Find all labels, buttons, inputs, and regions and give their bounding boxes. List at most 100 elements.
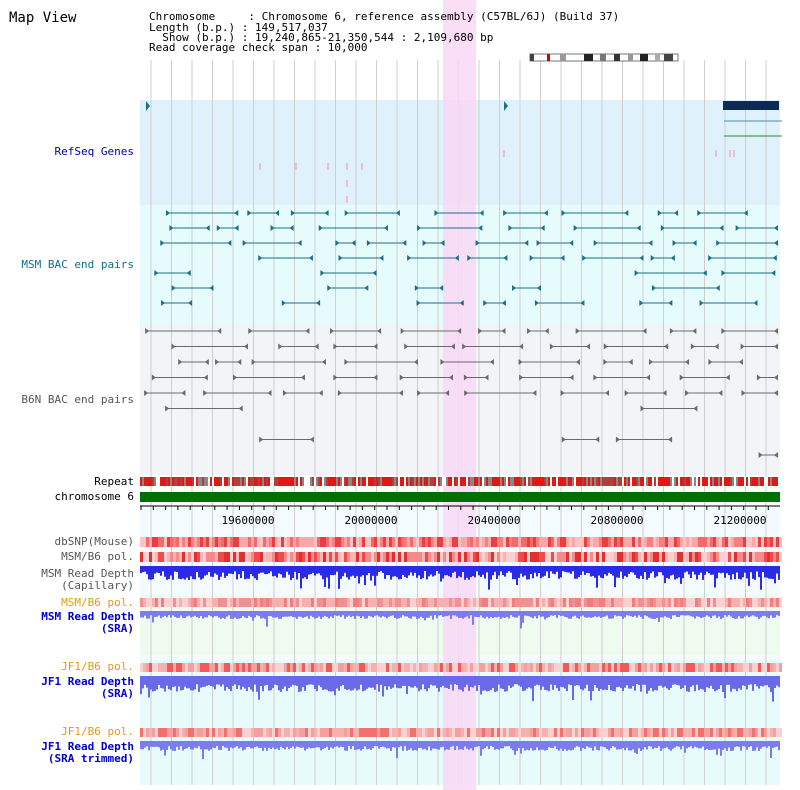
depth-bar <box>254 741 256 748</box>
heat-strip-cell <box>239 598 242 607</box>
heat-strip-cell <box>662 663 665 672</box>
repeat-segment <box>282 477 284 486</box>
heat-strip-cell <box>278 598 281 607</box>
track-label-dbsnp[interactable]: dbSNP(Mouse) <box>54 535 134 548</box>
depth-bar <box>326 676 328 690</box>
heat-strip-cell <box>266 598 269 607</box>
depth-bar <box>410 566 412 573</box>
heat-strip-cell <box>764 598 767 607</box>
heat-strip-cell <box>167 598 170 607</box>
depth-bar <box>398 676 400 689</box>
track-label-b6n-bac[interactable]: B6N BAC end pairs <box>21 393 134 406</box>
track-label-msmb6-pol-2[interactable]: MSM/B6 pol. <box>61 596 134 609</box>
repeat-segment <box>524 477 526 486</box>
repeat-segment <box>376 477 378 486</box>
depth-bar <box>532 566 534 579</box>
bac-end <box>702 270 707 276</box>
depth-bar <box>382 741 384 747</box>
repeat-segment <box>556 477 558 486</box>
repeat-segment <box>466 477 468 486</box>
heat-strip-cell <box>413 537 416 547</box>
depth-bar <box>512 611 514 617</box>
heat-strip-cell <box>224 728 227 737</box>
heat-strip-cell <box>434 663 437 672</box>
bac-end <box>320 270 325 276</box>
depth-bar <box>170 611 172 618</box>
track-label-jf1-depth-sra[interactable]: JF1 Read Depth <box>41 675 134 688</box>
bac-end <box>440 240 445 246</box>
bac-end <box>639 300 644 306</box>
axis-tick-label: 20400000 <box>467 514 521 527</box>
repeat-segment <box>258 477 260 486</box>
heat-strip-cell <box>332 598 335 607</box>
depth-bar <box>646 741 648 750</box>
bac-end <box>708 359 713 365</box>
heat-strip-cell <box>407 598 410 607</box>
ideogram-band <box>640 54 648 61</box>
depth-bar <box>608 741 610 751</box>
heat-strip-cell <box>653 552 656 562</box>
heat-strip-cell <box>326 552 329 562</box>
repeat-segment <box>662 477 664 486</box>
depth-bar <box>548 566 550 579</box>
heat-strip-cell <box>365 598 368 607</box>
heat-strip-cell <box>149 663 152 672</box>
depth-bar <box>672 741 674 749</box>
depth-bar <box>730 676 732 692</box>
repeat-segment <box>176 477 178 486</box>
heat-strip-cell <box>536 663 539 672</box>
depth-bar <box>420 741 422 748</box>
heat-strip-cell <box>167 537 170 547</box>
depth-bar <box>172 566 174 580</box>
heat-strip-cell <box>755 552 758 562</box>
bac-end <box>329 328 334 334</box>
heat-strip-cell <box>683 537 686 547</box>
heat-strip-cell <box>290 537 293 547</box>
bac-end <box>178 359 183 365</box>
heat-strip-cell <box>710 552 713 562</box>
heat-strip-cell <box>461 663 464 672</box>
track-label-msm-bac[interactable]: MSM BAC end pairs <box>21 258 134 271</box>
heat-strip-cell <box>602 537 605 547</box>
heat-strip-cell <box>611 663 614 672</box>
track-label-msm-depth-cap[interactable]: MSM Read Depth <box>41 567 134 580</box>
bac-end <box>532 390 537 396</box>
depth-bar <box>210 611 212 617</box>
repeat-segment <box>404 477 406 486</box>
repeat-segment <box>270 477 272 486</box>
track-label-jf1-depth-trim[interactable]: JF1 Read Depth <box>41 740 134 753</box>
heat-strip-cell <box>761 552 764 562</box>
repeat-segment <box>688 477 690 486</box>
track-label-msm-depth-sra[interactable]: MSM Read Depth <box>41 610 134 623</box>
heat-strip-cell <box>677 537 680 547</box>
heat-strip-cell <box>212 552 215 562</box>
heat-strip-cell <box>233 598 236 607</box>
heat-strip-cell <box>722 537 725 547</box>
depth-bar <box>660 611 662 618</box>
heat-strip-cell <box>776 537 779 547</box>
heat-strip-cell <box>665 537 668 547</box>
heat-strip-cell <box>518 728 521 737</box>
heat-strip-cell <box>440 537 443 547</box>
depth-bar <box>500 611 502 619</box>
track-label-msm-depth-cap-sub: (Capillary) <box>61 579 134 592</box>
depth-bar <box>270 741 272 749</box>
depth-bar <box>352 566 354 576</box>
depth-bar <box>182 676 184 690</box>
repeat-segment <box>246 477 248 486</box>
heat-strip-cell <box>299 728 302 737</box>
track-label-msmb6-pol[interactable]: MSM/B6 pol. <box>61 550 134 563</box>
depth-bar <box>382 676 384 697</box>
depth-bar <box>242 611 244 617</box>
bac-end <box>395 210 400 216</box>
depth-bar <box>212 611 214 618</box>
heat-strip-cell <box>377 537 380 547</box>
heat-strip-cell <box>335 537 338 547</box>
depth-bar <box>704 741 706 751</box>
depth-bar <box>644 676 646 685</box>
heat-strip-cell <box>449 728 452 737</box>
bac-end <box>774 390 778 396</box>
track-label-refseq-genes[interactable]: RefSeq Genes <box>54 145 134 158</box>
track-label-jf1b6-pol[interactable]: JF1/B6 pol. <box>61 660 134 673</box>
track-label-jf1b6-pol-2[interactable]: JF1/B6 pol. <box>61 725 134 738</box>
